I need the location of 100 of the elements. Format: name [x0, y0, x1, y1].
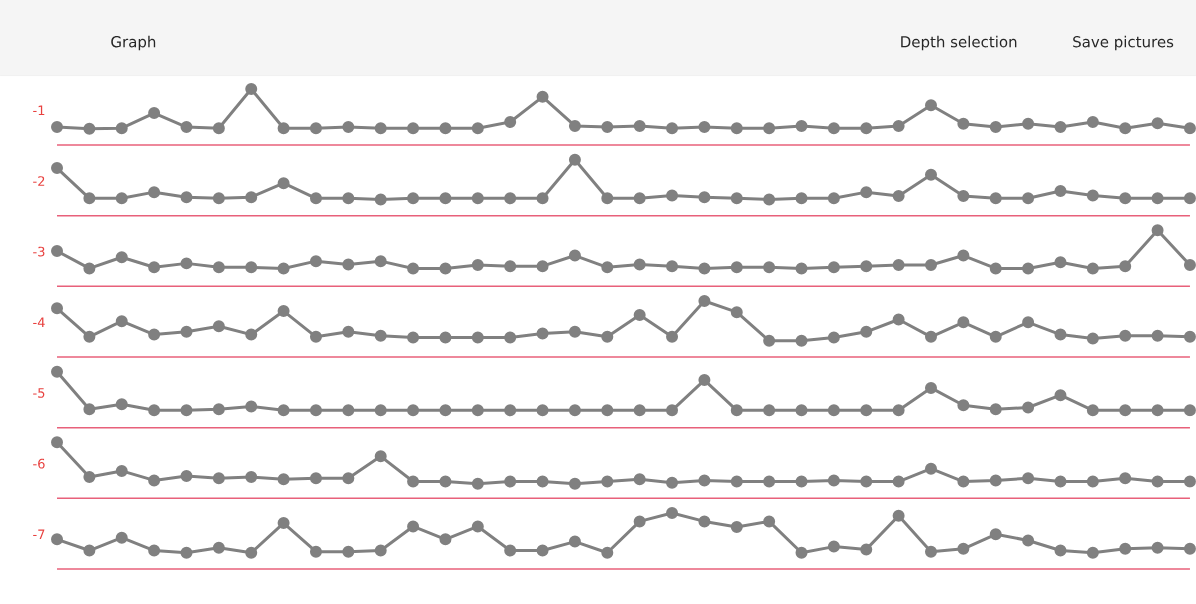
- point: [1022, 117, 1035, 130]
- point: [568, 325, 581, 338]
- point: [1151, 192, 1164, 205]
- point: [730, 475, 743, 488]
- point: [1054, 389, 1067, 402]
- point: [148, 186, 161, 199]
- point: [277, 404, 290, 417]
- point: [51, 365, 64, 378]
- point: [860, 186, 873, 199]
- point: [374, 450, 387, 463]
- point: [51, 121, 64, 134]
- point: [568, 535, 581, 548]
- point: [342, 472, 355, 485]
- point: [504, 475, 517, 488]
- point: [115, 315, 128, 328]
- point: [1054, 185, 1067, 198]
- point: [115, 192, 128, 205]
- point: [989, 121, 1002, 134]
- y-axis-title: -3: [33, 246, 45, 257]
- point: [342, 258, 355, 271]
- y-axis-title: -2: [33, 176, 45, 186]
- text: Save pictures: [1073, 35, 1174, 51]
- point: [730, 521, 743, 534]
- point: [277, 517, 290, 530]
- point: [115, 251, 128, 264]
- point: [892, 475, 905, 488]
- point: [148, 107, 161, 120]
- point: [568, 119, 581, 132]
- point: [666, 507, 679, 520]
- point: [212, 403, 225, 416]
- point: [245, 400, 258, 413]
- point: [633, 192, 646, 205]
- point: [471, 477, 484, 490]
- point: [924, 381, 937, 394]
- point: [763, 261, 776, 274]
- point: [1119, 192, 1132, 205]
- point: [148, 261, 161, 274]
- point: [860, 475, 873, 488]
- point: [827, 122, 840, 135]
- point: [698, 121, 711, 134]
- point: [827, 261, 840, 274]
- point: [601, 192, 614, 205]
- point: [633, 258, 646, 271]
- point: [730, 192, 743, 205]
- point: [277, 177, 290, 190]
- point: [795, 262, 808, 275]
- point: [795, 475, 808, 488]
- point: [245, 328, 258, 341]
- point: [83, 471, 96, 484]
- point: [471, 259, 484, 272]
- point: [471, 520, 484, 533]
- point: [957, 249, 970, 262]
- point: [374, 122, 387, 135]
- point: [924, 545, 937, 558]
- point: [536, 327, 549, 340]
- point: [439, 122, 452, 135]
- point: [212, 261, 225, 274]
- point: [212, 320, 225, 333]
- point: [601, 404, 614, 417]
- point: [957, 117, 970, 130]
- point: [83, 122, 96, 135]
- point: [536, 544, 549, 557]
- point: [115, 398, 128, 411]
- point: [1151, 541, 1164, 554]
- point: [957, 542, 970, 555]
- point: [536, 260, 549, 273]
- point: [1151, 117, 1164, 130]
- point: [1022, 401, 1035, 414]
- point: [633, 309, 646, 321]
- point: [763, 515, 776, 528]
- point: [795, 192, 808, 205]
- point: [1022, 262, 1035, 275]
- point: [827, 192, 840, 205]
- point: [892, 190, 905, 203]
- point: [860, 260, 873, 273]
- point: [827, 404, 840, 417]
- point: [180, 325, 193, 338]
- point: [277, 262, 290, 275]
- point: [51, 533, 64, 546]
- point: [83, 544, 96, 557]
- point: [763, 334, 776, 347]
- point: [407, 262, 420, 275]
- point: [1119, 542, 1132, 555]
- point: [439, 404, 452, 417]
- point: [83, 192, 96, 205]
- point: [245, 83, 258, 95]
- point: [309, 192, 322, 205]
- point: [601, 121, 614, 134]
- point: [245, 261, 258, 274]
- point: [148, 474, 161, 487]
- point: [407, 404, 420, 417]
- point: [795, 404, 808, 417]
- point: [601, 546, 614, 559]
- point: [83, 262, 96, 275]
- point: [148, 544, 161, 557]
- point: [51, 162, 64, 175]
- point: [504, 404, 517, 417]
- point: [374, 404, 387, 417]
- chart-title: Graph: [111, 35, 156, 51]
- point: [180, 404, 193, 417]
